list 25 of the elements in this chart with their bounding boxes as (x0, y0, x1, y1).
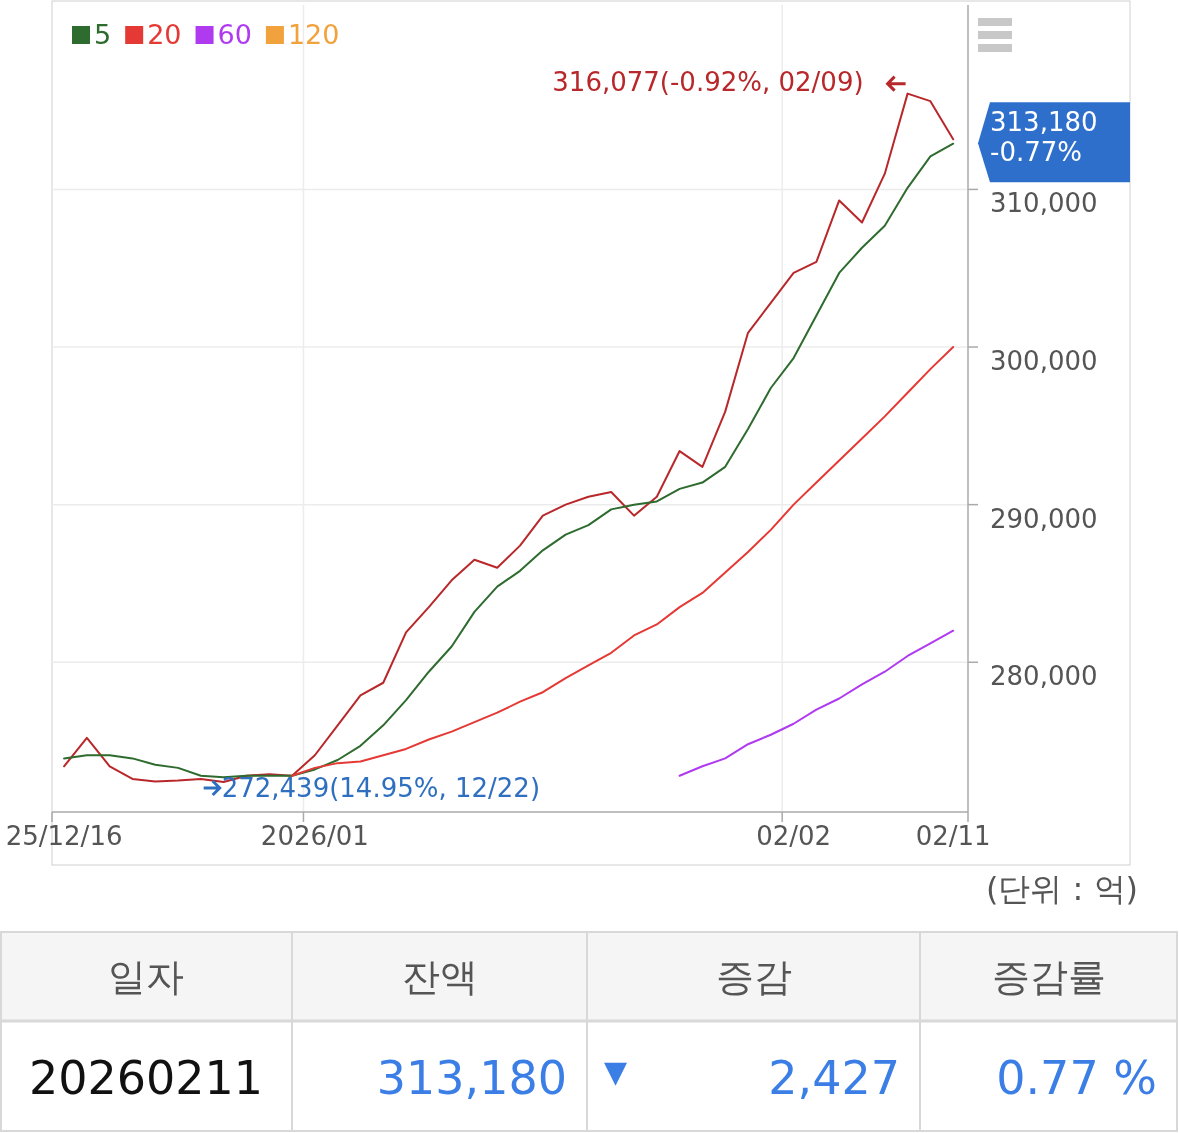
text: 0.77 % (996, 1051, 1157, 1105)
y-tick-label: 280,000 (990, 661, 1098, 692)
legend-label: 20 (147, 19, 182, 50)
text: (단위 : 억) (985, 870, 1138, 908)
category-label: 일자 (108, 955, 184, 999)
text: 313,180 (376, 1051, 567, 1105)
legend-label: 60 (217, 19, 252, 50)
x-tick-label: 02/02 (756, 821, 832, 851)
annotation: 272,439(14.95%, 12/22) (221, 773, 541, 804)
category-label: 증감률 (991, 955, 1106, 999)
text: 313,180 -0.77% (990, 107, 1098, 168)
category-label: 증감 (715, 955, 792, 999)
x-tick-label: 02/11 (915, 821, 991, 851)
text: 2,427 (768, 1051, 900, 1105)
y-tick-label: 290,000 (990, 503, 1098, 534)
text: 20260211 (28, 1051, 264, 1105)
text: ▼ (604, 1054, 628, 1089)
annotation: 316,077(-0.92%, 02/09) (552, 66, 864, 97)
x-tick-label: 2026/01 (260, 821, 369, 851)
x-tick-label: 25/12/16 (5, 821, 123, 851)
legend-label: 5 (94, 19, 112, 50)
y-tick-label: 310,000 (990, 188, 1098, 219)
y-tick-label: 300,000 (990, 346, 1098, 377)
category-label: 잔액 (401, 955, 478, 999)
legend-label: 120 (287, 19, 340, 50)
